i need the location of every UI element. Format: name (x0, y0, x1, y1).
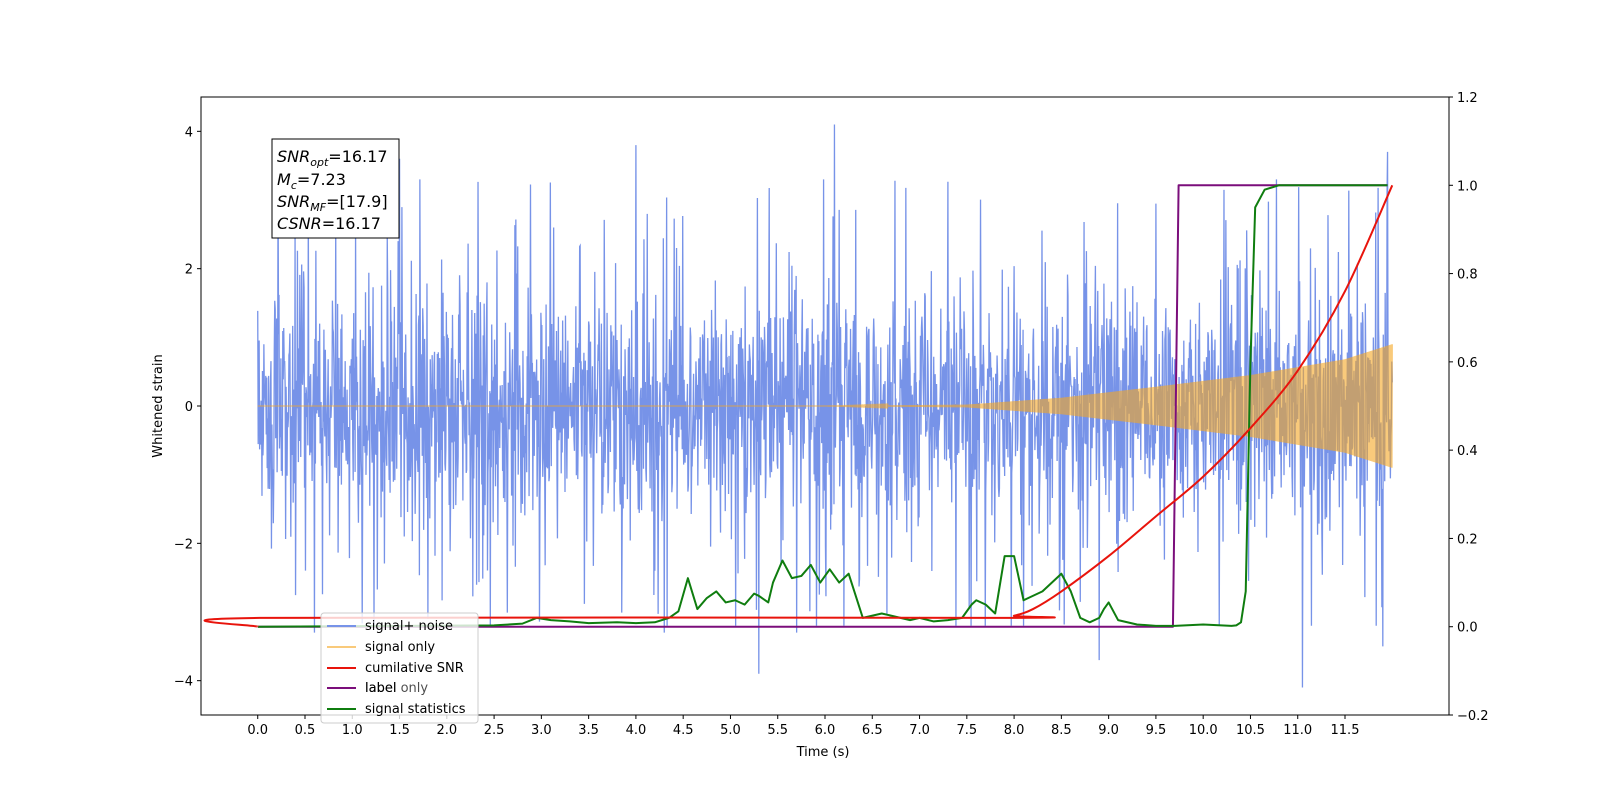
x-tick-label-10.5: 10.5 (1236, 723, 1265, 738)
y2-tick-label-0.6: 0.6 (1457, 356, 1478, 371)
series-layer (203, 124, 1394, 688)
y2-tick-label-0.2: 0.2 (1457, 532, 1478, 547)
x-tick-label-0.5: 0.5 (295, 723, 316, 738)
y2-tick-label-−0.2: −0.2 (1457, 709, 1489, 724)
info-mc: Mc=7.23 (277, 170, 346, 192)
legend: signal+ noise signal only cumilative SNR… (320, 612, 479, 724)
x-tick-label-3.0: 3.0 (531, 723, 552, 738)
x-tick-label-2.0: 2.0 (436, 723, 457, 738)
x-tick-label-1.0: 1.0 (342, 723, 363, 738)
info-snr-opt: SNRopt=16.17 (277, 147, 388, 169)
y-tick-label-−4: −4 (174, 675, 193, 690)
legend-frame (320, 612, 479, 724)
x-tick-label-7.0: 7.0 (909, 723, 930, 738)
y2-tick-label-1.2: 1.2 (1457, 91, 1478, 106)
y-tick-label-4: 4 (185, 125, 193, 140)
x-tick-label-4.5: 4.5 (673, 723, 694, 738)
y-tick-label-0: 0 (185, 400, 193, 415)
x-axis-label: Time (s) (796, 745, 850, 760)
y-tick-label-−2: −2 (174, 537, 193, 552)
x-tick-label-7.5: 7.5 (956, 723, 977, 738)
x-tick-label-8.0: 8.0 (1004, 723, 1025, 738)
x-tick-label-11.0: 11.0 (1283, 723, 1312, 738)
x-tick-label-4.0: 4.0 (626, 723, 647, 738)
x-tick-label-2.5: 2.5 (484, 723, 505, 738)
x-tick-label-0.0: 0.0 (247, 723, 268, 738)
legend-label-label-only: label only (365, 681, 428, 696)
legend-label-cumilative-snr: cumilative SNR (365, 661, 464, 676)
x-tick-label-11.5: 11.5 (1331, 723, 1360, 738)
x-tick-label-9.0: 9.0 (1098, 723, 1119, 738)
info-csnr: CSNR=16.17 (277, 214, 381, 233)
x-tick-label-9.5: 9.5 (1146, 723, 1167, 738)
x-tick-label-1.5: 1.5 (389, 723, 410, 738)
y2-tick-label-0.4: 0.4 (1457, 444, 1478, 459)
info-box: SNRopt=16.17 Mc=7.23 SNRMF=[17.9] CSNR=1… (271, 138, 400, 239)
legend-label-signal-noise: signal+ noise (365, 619, 453, 634)
y2-tick-label-0.8: 0.8 (1457, 268, 1478, 283)
y-axis-label: Whitened strain (151, 354, 166, 457)
info-snr-mf: SNRMF=[17.9] (277, 192, 388, 214)
series-signal-noise-line (257, 124, 1393, 688)
x-tick-label-3.5: 3.5 (578, 723, 599, 738)
x-tick-label-8.5: 8.5 (1051, 723, 1072, 738)
x-tick-label-5.0: 5.0 (720, 723, 741, 738)
x-tick-label-6.0: 6.0 (815, 723, 836, 738)
axes-layer: 0.0 0.5 1.0 1.5 2.0 2.5 3.0 3.5 4.0 4.5 5.0 5.5 6.0 6… (174, 91, 1489, 738)
legend-label-signal-statistics: signal statistics (365, 702, 466, 717)
x-tick-label-6.5: 6.5 (862, 723, 883, 738)
y2-tick-label-0.0: 0.0 (1457, 621, 1478, 636)
x-tick-label-5.5: 5.5 (767, 723, 788, 738)
y-tick-label-2: 2 (185, 263, 193, 278)
y2-tick-label-1.0: 1.0 (1457, 179, 1478, 194)
legend-label-label: label (365, 681, 396, 696)
series-signal-only-line (257, 344, 1393, 468)
series-signal-statistics-line (257, 184, 1388, 628)
legend-label-signal-only: signal only (365, 640, 435, 655)
x-tick-label-10.0: 10.0 (1189, 723, 1218, 738)
info-box-frame (271, 138, 400, 239)
